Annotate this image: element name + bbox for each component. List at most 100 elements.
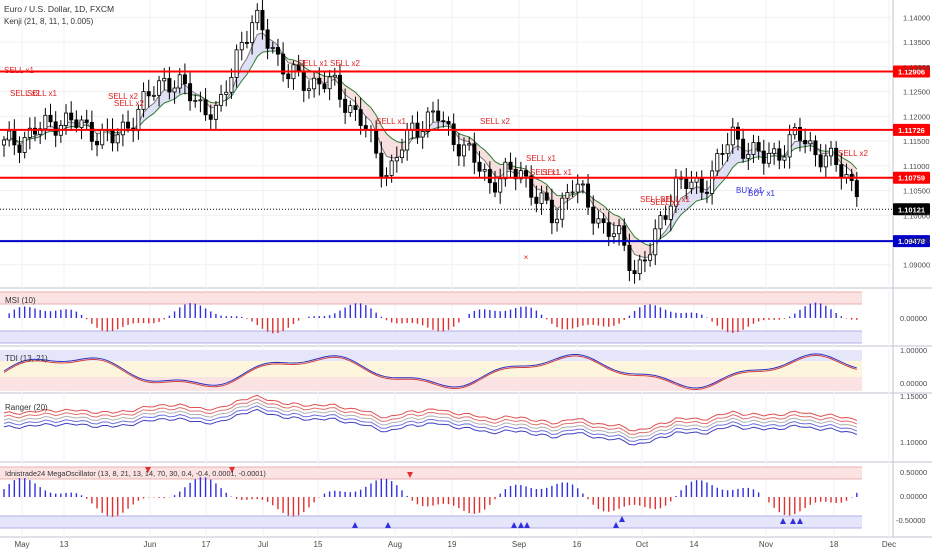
candle-body-123: [637, 259, 642, 275]
candle-body-17: [89, 122, 94, 142]
candle-body-75: [389, 160, 394, 176]
candle-body-76: [394, 157, 399, 162]
cloud-seg-84: [433, 121, 439, 129]
cloud-seg-133: [686, 190, 692, 211]
candle-body-98: [508, 161, 513, 170]
candle-body-59: [306, 88, 311, 91]
candle-body-152: [787, 134, 792, 158]
candle-body-146: [756, 142, 761, 152]
candle-body-39: [203, 99, 208, 116]
candle-body-88: [456, 144, 461, 157]
tdi-title: TDI (13, 21): [5, 354, 48, 363]
cloud-seg-76: [391, 138, 397, 158]
candle-body-53: [275, 47, 280, 55]
time-label-12: Nov: [759, 540, 773, 549]
tdi-pane: [0, 350, 862, 391]
sell-signal-9: SELL x1: [526, 154, 556, 163]
candle-body-5: [27, 127, 32, 138]
candle-body-107: [555, 218, 560, 224]
candle-body-0: [1, 139, 7, 146]
cloud-seg-60: [308, 70, 315, 80]
candle-body-153: [792, 127, 797, 136]
cloud-seg-50: [257, 32, 263, 57]
candle-body-125: [648, 254, 653, 261]
candle-body-119: [617, 225, 622, 235]
candle-body-92: [477, 161, 482, 172]
level-tag-0: [893, 65, 930, 78]
ranger-pane: [3, 394, 858, 446]
pane-backgrounds: [0, 0, 932, 538]
candle-body-51: [265, 29, 270, 49]
ranger-tick-1: 1.15000: [900, 392, 927, 401]
grid-lines: [0, 0, 893, 537]
candle-body-100: [518, 170, 523, 180]
sell-signal-14: SELL x1: [660, 195, 690, 204]
candle-body-110: [570, 191, 575, 194]
candle-body-141: [730, 126, 735, 146]
candle-body-6: [33, 127, 38, 135]
candle-body-114: [591, 206, 596, 224]
cloud-seg-124: [639, 240, 645, 258]
candle-body-111: [575, 183, 580, 193]
buy-signal-1: BUY x1: [748, 189, 776, 198]
candle-body-34: [177, 74, 182, 89]
mega-buy-triangle-5: [613, 522, 619, 528]
candle-body-87: [451, 123, 456, 145]
candle-body-62: [322, 83, 327, 90]
time-label-10: Oct: [636, 540, 649, 549]
mega-buy-triangle-4: [524, 522, 530, 528]
candle-body-66: [343, 98, 348, 113]
mega-buy-triangle-1: [385, 522, 391, 528]
msi-pane: [0, 291, 862, 344]
cloud-seg-75: [386, 133, 392, 158]
candle-body-78: [405, 129, 410, 151]
candle-body-128: [663, 215, 668, 220]
cloud-seg-104: [536, 178, 542, 191]
candle-body-45: [234, 49, 239, 78]
candle-body-7: [38, 128, 43, 135]
candle-body-79: [410, 122, 415, 130]
indicator-label: Kenji (21, 8, 11, 1, 0.005): [4, 17, 94, 26]
candle-body-42: [219, 94, 224, 106]
level-tag-label-3: 1.10121: [898, 205, 925, 214]
candle-body-97: [503, 161, 508, 180]
candle-body-41: [213, 104, 218, 120]
candle-body-8: [43, 114, 48, 130]
candle-body-140: [725, 144, 730, 154]
price-tick-2: 1.13000: [903, 63, 930, 72]
time-label-6: Aug: [388, 540, 402, 549]
candle-body-150: [777, 148, 782, 161]
candle-body-50: [260, 9, 265, 31]
mega-oscillator-pane: [0, 466, 862, 529]
candle-body-129: [668, 205, 673, 220]
candle-body-157: [813, 140, 818, 156]
candle-body-48: [250, 22, 255, 44]
candle-body-93: [482, 169, 487, 172]
candle-body-132: [684, 178, 689, 189]
candle-body-18: [95, 140, 100, 146]
cloud-seg-125: [644, 243, 651, 258]
cloud-seg-33: [169, 89, 175, 102]
candle-body-12: [64, 112, 69, 126]
candle-body-118: [611, 233, 616, 237]
sell-signal-2: SELL x1: [27, 89, 57, 98]
time-label-7: 19: [448, 540, 457, 549]
cloud-seg-130: [670, 207, 676, 231]
candle-body-61: [317, 77, 322, 85]
time-label-5: 15: [314, 540, 323, 549]
candle-body-120: [622, 225, 627, 246]
tdi-line-blue: [3, 353, 857, 389]
time-label-9: 16: [573, 540, 582, 549]
candle-body-13: [69, 112, 74, 121]
candle-body-73: [379, 152, 384, 177]
cloud-seg-105: [541, 181, 547, 194]
candle-body-33: [172, 87, 177, 93]
candle-body-69: [358, 109, 363, 126]
cloud-seg-96: [495, 161, 501, 177]
ranger-title: Ranger (20): [5, 403, 48, 412]
mega-tick-neg: -0.50000: [896, 516, 926, 525]
candle-body-3: [17, 144, 22, 153]
candle-body-35: [182, 74, 187, 85]
candle-body-21: [110, 129, 115, 144]
